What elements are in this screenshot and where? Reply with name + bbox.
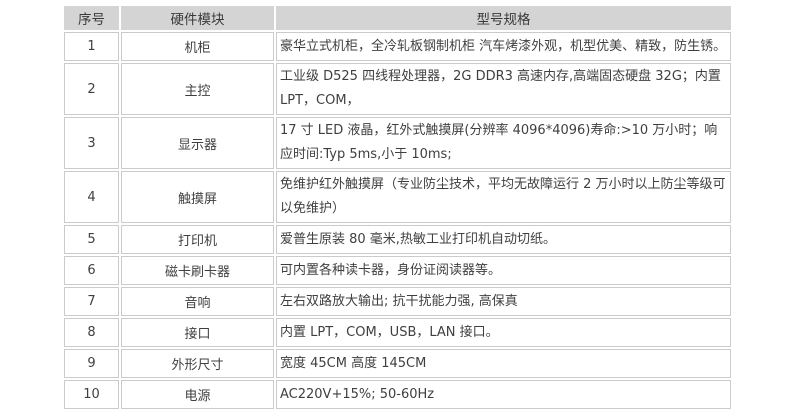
- row-serial-number: 1: [64, 32, 119, 61]
- row-serial-number: 8: [64, 318, 119, 347]
- spec-table-container: 序号 硬件模块 型号规格 1 机柜 豪华立式机柜，全冷轧板钢制机柜 汽车烤漆外观…: [62, 4, 733, 410]
- row-module-name: 接口: [121, 318, 274, 347]
- row-spec-text: 免维护红外触摸屏（专业防尘技术，平均无故障运行 2 万小时以上防尘等级可以免维护…: [276, 171, 731, 223]
- table-row: 7 音响 左右双路放大输出; 抗干扰能力强, 高保真: [64, 287, 731, 316]
- row-serial-number: 7: [64, 287, 119, 316]
- row-spec-text: 工业级 D525 四线程处理器，2G DDR3 高速内存,高端固态硬盘 32G；…: [276, 63, 731, 115]
- row-module-name: 显示器: [121, 117, 274, 169]
- row-spec-text: 17 寸 LED 液晶，红外式触摸屏(分辨率 4096*4096)寿命:>10 …: [276, 117, 731, 169]
- row-module-name: 主控: [121, 63, 274, 115]
- table-row: 4 触摸屏 免维护红外触摸屏（专业防尘技术，平均无故障运行 2 万小时以上防尘等…: [64, 171, 731, 223]
- table-row: 3 显示器 17 寸 LED 液晶，红外式触摸屏(分辨率 4096*4096)寿…: [64, 117, 731, 169]
- row-serial-number: 2: [64, 63, 119, 115]
- row-module-name: 外形尺寸: [121, 349, 274, 378]
- table-row: 1 机柜 豪华立式机柜，全冷轧板钢制机柜 汽车烤漆外观，机型优美、精致，防生锈。: [64, 32, 731, 61]
- row-serial-number: 5: [64, 225, 119, 254]
- table-row: 8 接口 内置 LPT，COM，USB，LAN 接口。: [64, 318, 731, 347]
- row-spec-text: 内置 LPT，COM，USB，LAN 接口。: [276, 318, 731, 347]
- row-module-name: 触摸屏: [121, 171, 274, 223]
- header-row: 序号 硬件模块 型号规格: [64, 6, 731, 30]
- row-module-name: 音响: [121, 287, 274, 316]
- row-spec-text: 豪华立式机柜，全冷轧板钢制机柜 汽车烤漆外观，机型优美、精致，防生锈。: [276, 32, 731, 61]
- hardware-spec-table: 序号 硬件模块 型号规格 1 机柜 豪华立式机柜，全冷轧板钢制机柜 汽车烤漆外观…: [62, 4, 733, 410]
- header-model-spec: 型号规格: [276, 6, 731, 30]
- row-spec-text: 左右双路放大输出; 抗干扰能力强, 高保真: [276, 287, 731, 316]
- row-serial-number: 6: [64, 256, 119, 285]
- row-module-name: 电源: [121, 380, 274, 409]
- table-row: 9 外形尺寸 宽度 45CM 高度 145CM: [64, 349, 731, 378]
- row-spec-text: 宽度 45CM 高度 145CM: [276, 349, 731, 378]
- row-serial-number: 3: [64, 117, 119, 169]
- table-row: 10 电源 AC220V+15%; 50-60Hz: [64, 380, 731, 409]
- header-hardware-module: 硬件模块: [121, 6, 274, 30]
- row-serial-number: 10: [64, 380, 119, 409]
- table-row: 6 磁卡刷卡器 可内置各种读卡器，身份证阅读器等。: [64, 256, 731, 285]
- row-module-name: 磁卡刷卡器: [121, 256, 274, 285]
- row-serial-number: 4: [64, 171, 119, 223]
- row-spec-text: 爱普生原装 80 毫米,热敏工业打印机自动切纸。: [276, 225, 731, 254]
- table-row: 5 打印机 爱普生原装 80 毫米,热敏工业打印机自动切纸。: [64, 225, 731, 254]
- row-serial-number: 9: [64, 349, 119, 378]
- header-serial-number: 序号: [64, 6, 119, 30]
- row-module-name: 打印机: [121, 225, 274, 254]
- row-spec-text: AC220V+15%; 50-60Hz: [276, 380, 731, 409]
- row-spec-text: 可内置各种读卡器，身份证阅读器等。: [276, 256, 731, 285]
- row-module-name: 机柜: [121, 32, 274, 61]
- table-row: 2 主控 工业级 D525 四线程处理器，2G DDR3 高速内存,高端固态硬盘…: [64, 63, 731, 115]
